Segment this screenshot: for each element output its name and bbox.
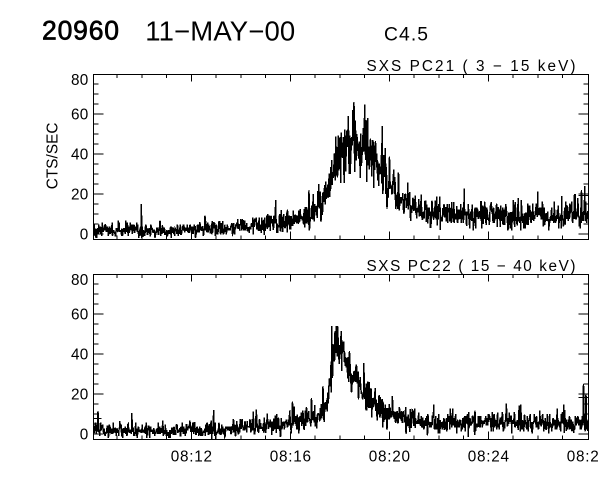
svg-text:60: 60 [71,106,88,123]
svg-text:08:24: 08:24 [468,449,510,466]
svg-text:08:28: 08:28 [567,449,600,466]
svg-text:20960: 20960 [42,16,119,46]
svg-text:40: 40 [71,146,88,163]
svg-text:C4.5: C4.5 [384,25,428,46]
svg-text:CTS/SEC: CTS/SEC [45,123,62,190]
svg-text:80: 80 [71,72,88,89]
svg-text:0: 0 [80,426,89,443]
svg-text:SXS PC21 ( 3 − 15 keV): SXS PC21 ( 3 − 15 keV) [367,58,576,75]
svg-text:40: 40 [71,346,88,363]
svg-text:80: 80 [71,272,88,289]
svg-text:0: 0 [80,226,89,243]
svg-text:08:16: 08:16 [270,449,311,466]
svg-text:60: 60 [71,306,88,323]
svg-text:SXS PC22 ( 15 − 40 keV): SXS PC22 ( 15 − 40 keV) [367,258,576,275]
svg-text:08:20: 08:20 [369,449,410,466]
svg-text:11−MAY−00: 11−MAY−00 [145,16,295,47]
svg-text:20: 20 [71,186,88,203]
svg-text:20: 20 [71,386,88,403]
svg-text:08:12: 08:12 [171,449,212,466]
